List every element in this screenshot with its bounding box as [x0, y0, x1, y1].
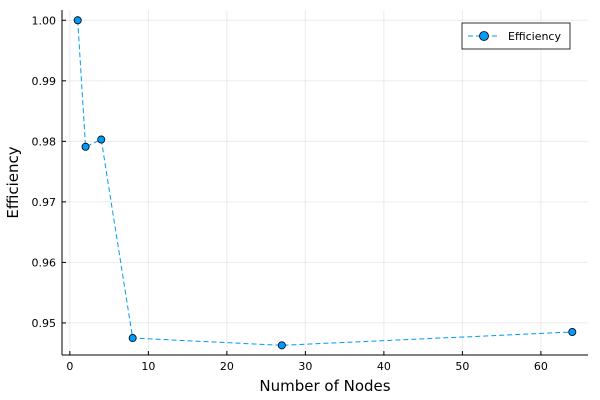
- y-tick-label: 0.97: [32, 196, 57, 209]
- legend-label: Efficiency: [508, 30, 561, 43]
- x-tick-label: 20: [220, 360, 234, 373]
- x-tick-label: 30: [298, 360, 312, 373]
- x-axis-label: Number of Nodes: [259, 377, 390, 395]
- x-tick-label: 10: [141, 360, 155, 373]
- data-point: [568, 327, 577, 336]
- data-point: [81, 142, 90, 151]
- legend: Efficiency: [461, 22, 571, 50]
- ticks: 0 10 20 30 40 50 60 0.95 0.96 0.97 0.98 0.99 1.00: [32, 14, 548, 373]
- y-tick-label: 1.00: [32, 14, 57, 27]
- legend-marker: [479, 31, 489, 41]
- x-tick-label: 60: [534, 360, 548, 373]
- y-axis-label: Efficiency: [4, 146, 22, 218]
- y-tick-label: 0.98: [32, 135, 57, 148]
- data-point: [73, 16, 82, 25]
- series: [73, 16, 577, 350]
- x-tick-label: 0: [66, 360, 73, 373]
- y-tick-label: 0.96: [32, 256, 57, 269]
- data-point: [128, 334, 137, 343]
- data-point: [277, 341, 286, 350]
- y-tick-label: 0.99: [32, 75, 57, 88]
- grid: [62, 10, 588, 355]
- axes: [61, 10, 588, 356]
- x-tick-label: 50: [455, 360, 469, 373]
- series-line: [77, 20, 573, 346]
- data-point: [97, 135, 106, 144]
- x-tick-label: 40: [377, 360, 391, 373]
- y-tick-label: 0.95: [32, 317, 57, 330]
